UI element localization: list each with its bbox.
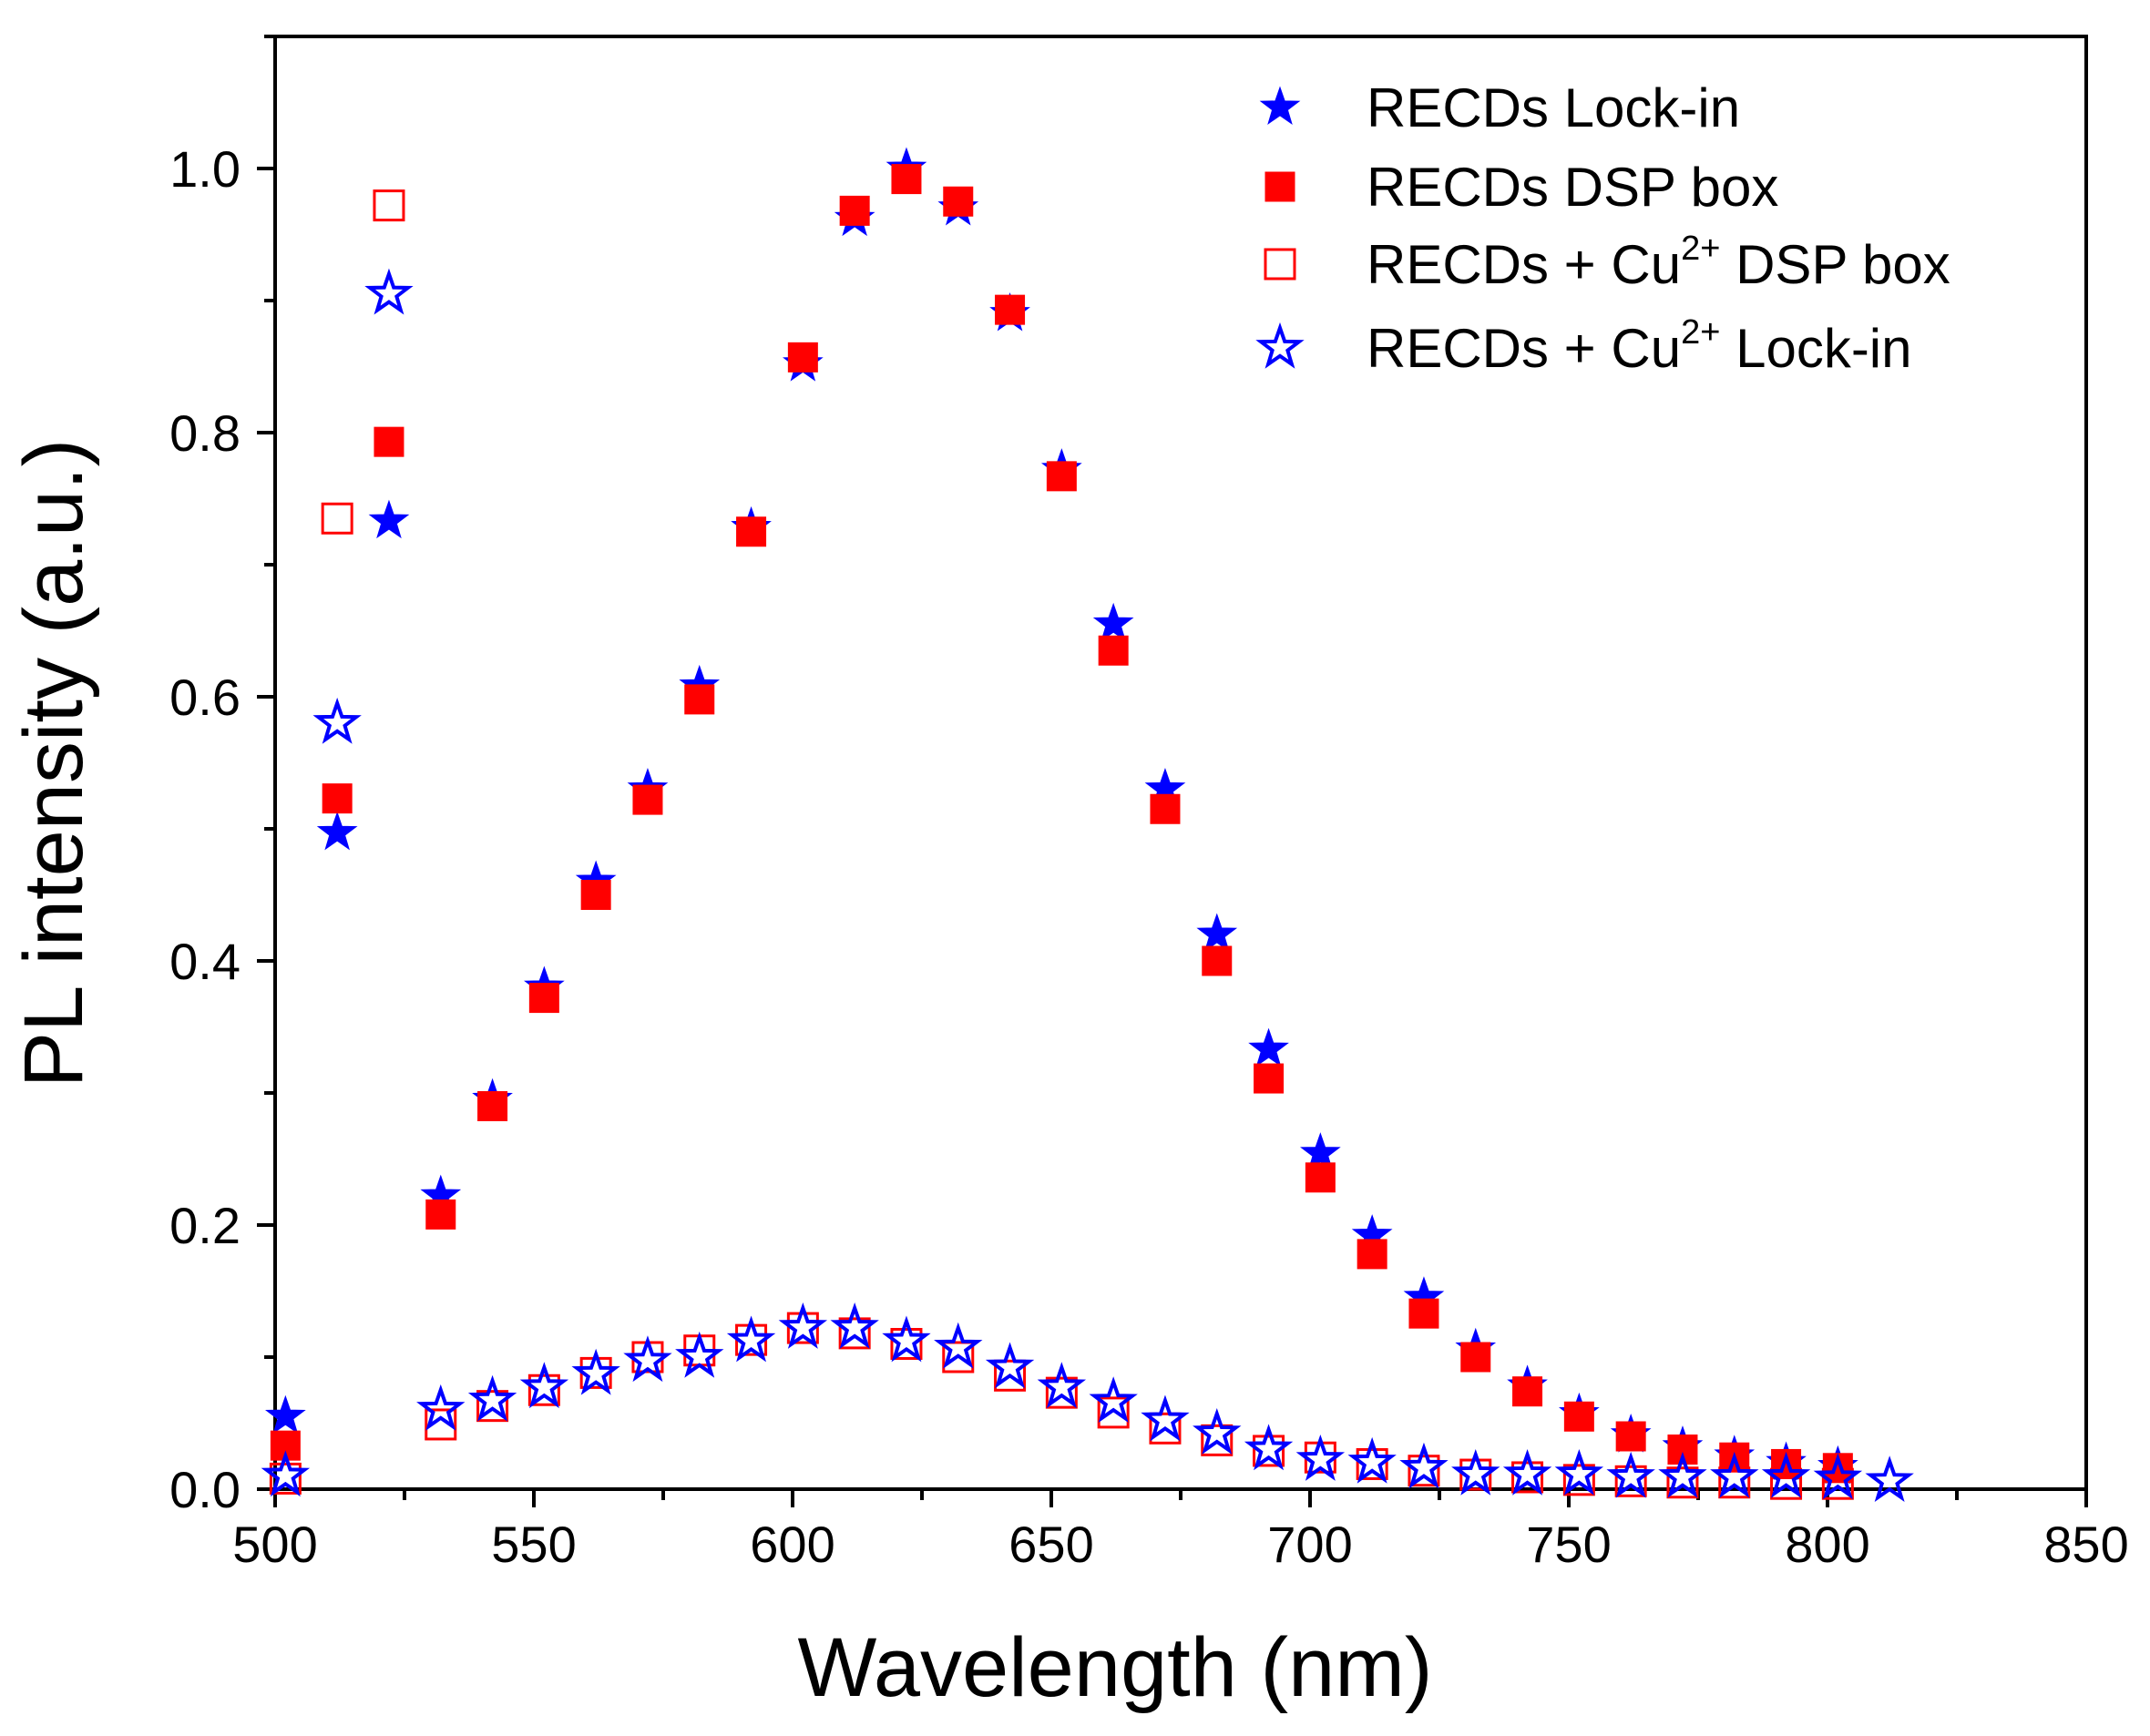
data-point — [321, 502, 353, 535]
legend-label-part: 2+ — [1681, 230, 1720, 268]
data-point — [1460, 1342, 1491, 1373]
y-tick-label: 0.0 — [169, 1461, 241, 1518]
series-2 — [269, 189, 1854, 1500]
legend-entry: RECDs + Cu2+ Lock-in — [1259, 313, 1912, 379]
data-point — [736, 516, 767, 547]
legend-label-part: DSP box — [1720, 234, 1950, 295]
data-point — [839, 195, 870, 226]
data-point — [1046, 461, 1077, 492]
legend-label-part: RECDs + Cu — [1367, 318, 1681, 379]
data-point — [322, 783, 353, 814]
data-point — [373, 189, 405, 222]
data-point — [1150, 793, 1181, 824]
y-tick-label: 0.2 — [169, 1197, 241, 1254]
x-tick-label: 650 — [1008, 1516, 1093, 1573]
data-point — [1197, 914, 1237, 952]
legend-label: RECDs DSP box — [1367, 157, 1778, 218]
x-tick-label: 750 — [1526, 1516, 1611, 1573]
legend-label: RECDs Lock-in — [1367, 77, 1740, 138]
data-point — [374, 426, 404, 457]
data-point — [787, 342, 818, 373]
data-point — [1249, 1028, 1288, 1067]
legend-label-part: RECDs + Cu — [1367, 234, 1681, 295]
x-tick-label: 550 — [491, 1516, 576, 1573]
legend-entry: RECDs + Cu2+ DSP box — [1264, 230, 1950, 295]
legend-label-part: Lock-in — [1720, 318, 1911, 379]
x-tick-label: 700 — [1267, 1516, 1352, 1573]
y-tick-label: 0.6 — [169, 669, 241, 726]
y-tick-label: 0.4 — [169, 933, 241, 990]
data-point — [1512, 1376, 1543, 1407]
data-point — [580, 880, 611, 910]
data-point — [632, 784, 663, 815]
data-point — [317, 812, 357, 850]
data-point — [265, 1395, 305, 1434]
legend-label-part: RECDs Lock-in — [1367, 77, 1740, 138]
y-tick-label: 0.8 — [169, 404, 241, 462]
data-point — [316, 701, 359, 741]
series-3 — [264, 271, 1911, 1500]
legend-marker — [1260, 87, 1300, 125]
legend-label: RECDs + Cu2+ DSP box — [1367, 230, 1950, 295]
data-point — [1093, 603, 1133, 641]
data-point — [1868, 1459, 1911, 1500]
data-point — [1254, 1063, 1285, 1094]
data-point — [891, 164, 922, 195]
data-point — [995, 294, 1026, 325]
legend-marker — [1264, 248, 1296, 281]
data-point — [943, 186, 974, 217]
data-point — [684, 684, 715, 715]
x-axis-ticks: 500 550 600 650 700 750 800 850 — [232, 1489, 2129, 1573]
data-point — [1408, 1298, 1439, 1329]
legend-label-part: 2+ — [1681, 313, 1720, 352]
x-tick-label: 800 — [1785, 1516, 1869, 1573]
x-tick-label: 500 — [232, 1516, 317, 1573]
legend-entry: RECDs DSP box — [1264, 157, 1778, 218]
data-point — [1202, 945, 1233, 976]
legend-marker — [1259, 326, 1301, 366]
data-point — [369, 500, 409, 538]
data-point — [1305, 1162, 1336, 1193]
data-point — [1098, 635, 1129, 666]
data-point — [425, 1199, 456, 1230]
data-point — [477, 1091, 508, 1121]
legend-marker — [1264, 171, 1295, 202]
y-axis-title: PL intensity (a.u.) — [7, 439, 100, 1088]
data-point — [368, 271, 410, 312]
data-point — [1357, 1239, 1387, 1270]
x-axis-title: Wavelength (nm) — [797, 1621, 1432, 1714]
legend-label-part: RECDs DSP box — [1367, 157, 1778, 218]
y-tick-label: 1.0 — [169, 140, 241, 198]
data-point — [528, 983, 559, 1014]
x-tick-label: 850 — [2043, 1516, 2128, 1573]
y-axis-ticks: 0.0 0.2 0.4 0.6 0.8 1.0 — [169, 35, 275, 1518]
x-tick-label: 600 — [750, 1516, 834, 1573]
legend-label: RECDs + Cu2+ Lock-in — [1367, 313, 1912, 379]
data-point — [1615, 1421, 1646, 1452]
data-point — [1563, 1401, 1594, 1432]
legend-entry: RECDs Lock-in — [1260, 77, 1740, 138]
